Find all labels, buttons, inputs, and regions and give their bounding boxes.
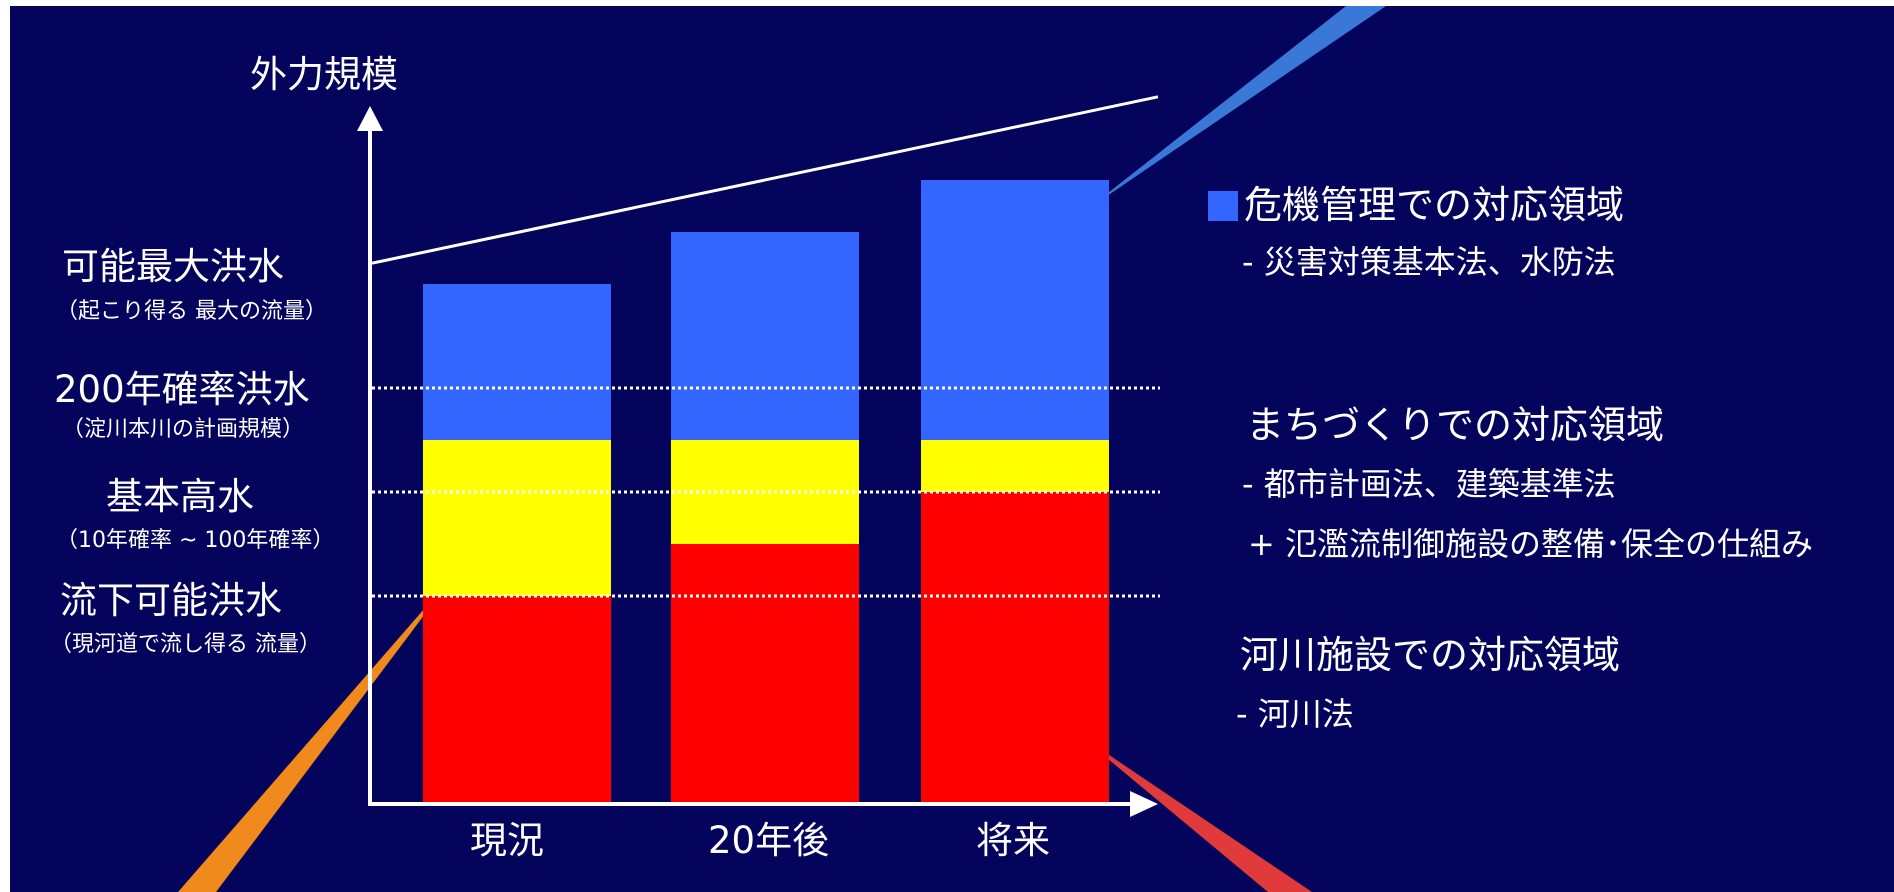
- level-label-design-flood: 基本高水: [106, 475, 254, 518]
- legend-townplanning-facility: + 氾濫流制御施設の整備･保全の仕組み: [1248, 525, 1813, 563]
- legend-river-law: - 河川法: [1236, 695, 1354, 733]
- level-label-channel-capacity: 流下可能洪水: [60, 579, 282, 622]
- x-axis-arrowhead: [1130, 791, 1158, 817]
- legend-crisis-title: 危機管理での対応領域: [1208, 186, 1624, 224]
- bar-segment-river-2: [921, 492, 1109, 804]
- slide: 外力規模 可能最大洪水 （起こり得る 最大の流量） 200年確率洪水 （淀川本川…: [10, 6, 1894, 892]
- flood-scale-chart: [178, 6, 1386, 892]
- level-sublabel-max-flood: （起こり得る 最大の流量）: [56, 299, 327, 324]
- level-label-200yr-flood: 200年確率洪水: [54, 368, 310, 411]
- bar-segment-townplanning-2: [921, 440, 1109, 492]
- y-axis-arrowhead: [357, 106, 383, 131]
- x-tick-label-20-years: 20年後: [708, 819, 830, 862]
- callout-pointer-red: [1078, 734, 1312, 892]
- callout-pointer-orange: [178, 570, 458, 892]
- callout-pointer-blue: [1085, 6, 1386, 211]
- y-axis-label: 外力規模: [250, 53, 398, 96]
- max-flood-trend-line: [371, 95, 1159, 265]
- bar-segment-river-0: [423, 596, 611, 804]
- x-tick-label-future: 将来: [976, 819, 1050, 862]
- legend-crisis-law: - 災害対策基本法、水防法: [1242, 243, 1616, 281]
- legend-townplanning-law: - 都市計画法、建築基準法: [1242, 465, 1616, 503]
- level-sublabel-design-flood: （10年確率 ~ 100年確率）: [56, 528, 335, 553]
- legend-river-title: 河川施設での対応領域: [1240, 633, 1621, 677]
- bar-segment-crisis-2: [921, 180, 1109, 440]
- legend-townplanning-title: まちづくりでの対応領域: [1246, 403, 1665, 447]
- x-tick-label-current: 現況: [470, 819, 544, 862]
- level-label-max-flood: 可能最大洪水: [62, 245, 284, 288]
- legend-swatch-crisis: [1208, 191, 1238, 221]
- level-sublabel-200yr-flood: （淀川本川の計画規模）: [62, 417, 305, 442]
- bar-segment-crisis-0: [423, 284, 611, 440]
- bar-segment-crisis-1: [671, 232, 859, 440]
- bar-segment-river-1: [671, 544, 859, 804]
- bar-segment-townplanning-0: [423, 440, 611, 596]
- level-sublabel-channel-capacity: （現河道で流し得る 流量）: [50, 632, 321, 657]
